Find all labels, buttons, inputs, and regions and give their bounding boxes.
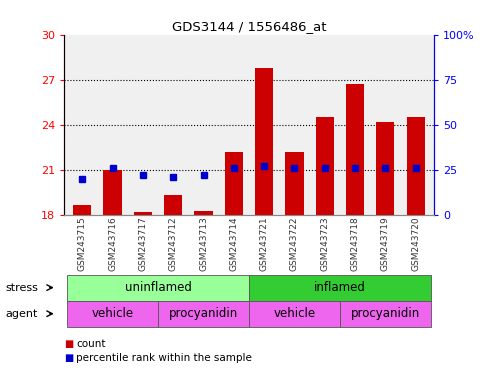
Text: vehicle: vehicle	[92, 307, 134, 320]
Text: inflamed: inflamed	[314, 281, 366, 294]
Text: ■: ■	[64, 339, 73, 349]
Bar	[225, 152, 243, 215]
Text: percentile rank within the sample: percentile rank within the sample	[76, 353, 252, 363]
Bar	[104, 170, 122, 215]
Text: ■: ■	[64, 353, 73, 363]
Text: count: count	[76, 339, 106, 349]
Bar	[346, 84, 364, 215]
Bar	[255, 68, 273, 215]
Bar	[73, 205, 91, 215]
Text: procyanidin: procyanidin	[169, 307, 238, 320]
Bar	[164, 195, 182, 215]
Text: uninflamed: uninflamed	[125, 281, 191, 294]
Title: GDS3144 / 1556486_at: GDS3144 / 1556486_at	[172, 20, 326, 33]
Bar	[134, 212, 152, 215]
Bar	[376, 122, 394, 215]
Text: agent: agent	[5, 309, 37, 319]
Bar	[316, 117, 334, 215]
Text: procyanidin: procyanidin	[351, 307, 420, 320]
Bar	[285, 152, 304, 215]
Bar	[194, 210, 212, 215]
Bar	[407, 117, 425, 215]
Text: vehicle: vehicle	[273, 307, 316, 320]
Text: stress: stress	[5, 283, 38, 293]
